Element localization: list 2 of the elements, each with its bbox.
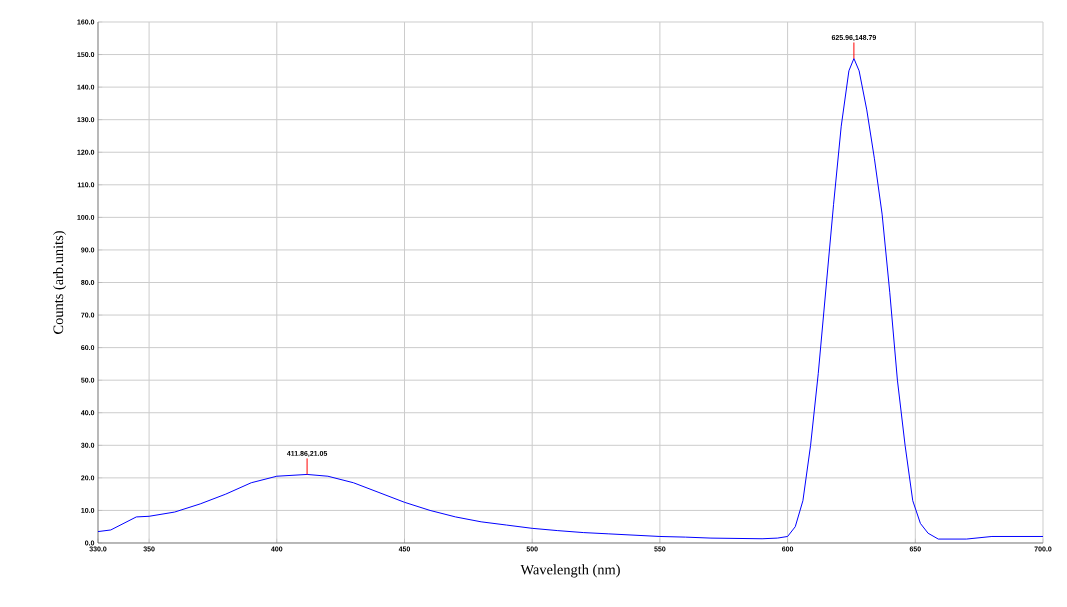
y-axis-title: Counts (arb.units) [53,231,67,334]
x-axis-title: Wavelength (nm) [520,564,620,578]
